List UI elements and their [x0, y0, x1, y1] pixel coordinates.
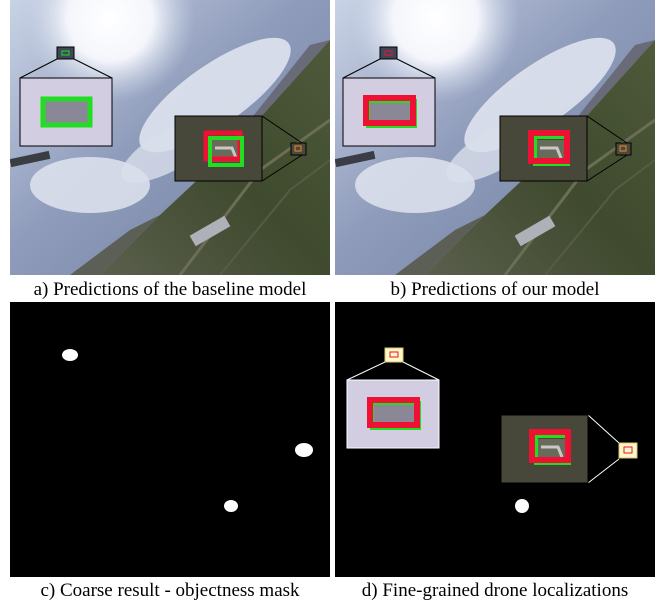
panel-c-mask: [10, 302, 330, 577]
mask-blob: [295, 443, 313, 457]
panel-b-image: [335, 0, 655, 275]
mask-blob: [62, 349, 78, 361]
caption-a: a) Predictions of the baseline model: [33, 279, 307, 300]
mask-blob: [224, 500, 238, 512]
caption-b: b) Predictions of our model: [390, 279, 600, 300]
caption-c: c) Coarse result - objectness mask: [40, 580, 300, 601]
panel-d-localizations: [335, 302, 655, 577]
panel-a-image: [10, 0, 330, 275]
caption-d: d) Fine-grained drone localizations: [361, 580, 629, 601]
